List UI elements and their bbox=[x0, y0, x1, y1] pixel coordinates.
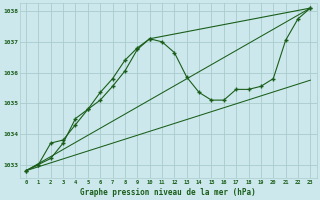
X-axis label: Graphe pression niveau de la mer (hPa): Graphe pression niveau de la mer (hPa) bbox=[80, 188, 256, 197]
